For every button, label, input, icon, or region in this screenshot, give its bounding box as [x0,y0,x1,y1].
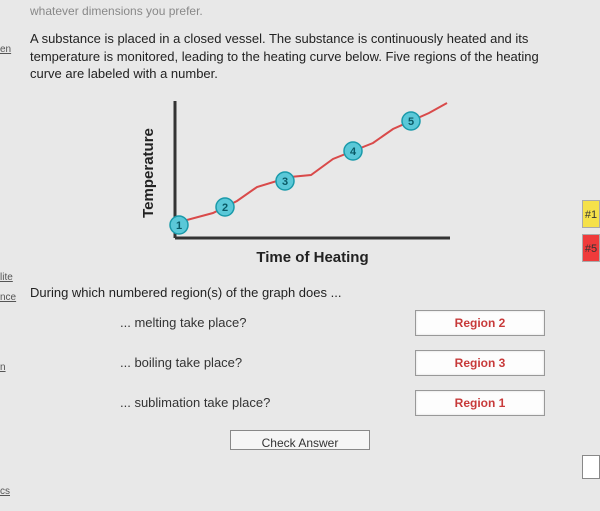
svg-text:1: 1 [176,220,182,232]
qa-list: ... melting take place? Region 2 ... boili… [30,310,570,416]
nav-frag-5[interactable]: cs [0,486,10,497]
right-badge-strip: #1 #5 [582,200,600,268]
heating-curve-chart: 1 2 3 4 5 Temperature Time of Heating [135,93,465,273]
svg-text:2: 2 [222,202,228,214]
right-input-fragment[interactable] [582,455,600,479]
answer-select[interactable]: Region 1 [415,390,545,416]
check-answer-button[interactable]: Check Answer [230,430,370,450]
question-prompt: During which numbered region(s) of the g… [30,285,570,300]
chart-svg: 1 2 3 4 5 Temperature Time of Heating [135,93,465,273]
nav-frag-1[interactable]: en [0,44,11,55]
nav-frag-2[interactable]: lite [0,272,13,283]
left-nav-fragment: en lite nce n cs [0,0,24,511]
badge-1[interactable]: #1 [582,200,600,228]
qa-row: ... melting take place? Region 2 [30,310,570,336]
nav-frag-4[interactable]: n [0,362,6,373]
qa-label: ... boiling take place? [30,355,242,370]
svg-text:Temperature: Temperature [140,128,157,218]
svg-text:Time of Heating: Time of Heating [256,249,368,266]
answer-select[interactable]: Region 3 [415,350,545,376]
svg-text:4: 4 [350,146,357,158]
qa-label: ... sublimation take place? [30,395,270,410]
qa-row: ... sublimation take place? Region 1 [30,390,570,416]
svg-text:5: 5 [408,116,414,128]
question-content: A substance is placed in a closed vessel… [30,30,570,450]
answer-select[interactable]: Region 2 [415,310,545,336]
question-intro: A substance is placed in a closed vessel… [30,30,570,83]
qa-label: ... melting take place? [30,315,246,330]
qa-row: ... boiling take place? Region 3 [30,350,570,376]
svg-text:3: 3 [282,176,288,188]
prev-question-fragment: whatever dimensions you prefer. [0,0,600,30]
nav-frag-3[interactable]: nce [0,292,16,303]
badge-5[interactable]: #5 [582,234,600,262]
